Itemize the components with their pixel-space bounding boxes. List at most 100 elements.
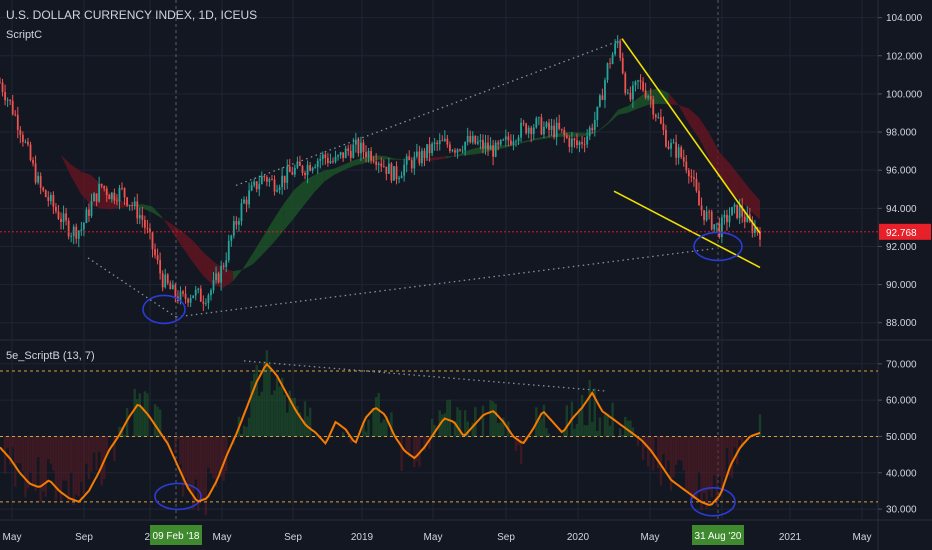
price-candles — [0, 35, 761, 312]
candle-body — [705, 211, 708, 221]
candle-body — [426, 144, 428, 159]
candle-body — [553, 125, 556, 138]
candle-body — [492, 145, 495, 157]
candle-body — [611, 54, 614, 64]
candle-body — [108, 195, 111, 200]
osc-hist-bar — [252, 373, 256, 437]
candle-body — [550, 125, 553, 130]
candle-body — [0, 82, 1, 84]
candle-body — [202, 301, 205, 304]
candle-body — [126, 197, 128, 206]
candle-body — [243, 199, 245, 204]
osc-hist-bar — [542, 404, 546, 437]
osc-hist-bar — [687, 436, 691, 495]
candle-body — [314, 166, 317, 168]
osc-hist-bar — [413, 436, 416, 468]
osc-hist-bar — [247, 417, 251, 437]
candle-body — [474, 135, 477, 144]
candle-body — [27, 141, 29, 145]
osc-hist-bar — [219, 436, 223, 477]
candle-body — [479, 140, 482, 142]
osc-hist-bar — [573, 428, 576, 437]
osc-hist-bar — [565, 405, 569, 437]
ma-band-segment — [60, 154, 71, 177]
candle-body — [232, 221, 235, 236]
osc-hist-bar — [3, 436, 7, 474]
candle-body — [738, 205, 741, 219]
ma-band-segment — [172, 224, 183, 248]
candle-body — [263, 176, 266, 178]
ma-band-segment — [405, 159, 416, 161]
candle-body — [436, 142, 439, 145]
osc-y-tick-label: 40.000 — [886, 468, 917, 479]
ma-band-segment — [222, 268, 234, 288]
candle-body — [746, 214, 749, 222]
candle-body — [271, 179, 273, 181]
candle-body — [583, 143, 586, 145]
osc-hist-bar — [367, 419, 370, 437]
candle-body — [665, 130, 667, 147]
candle-body — [238, 221, 240, 225]
osc-hist-bar — [446, 400, 449, 437]
x-tick-label: May — [3, 532, 22, 543]
osc-hist-bar — [585, 425, 589, 437]
osc-hist-bar — [39, 436, 42, 502]
osc-hist-bar — [293, 397, 297, 437]
y-tick-label: 100.000 — [886, 89, 923, 100]
osc-hist-bar — [308, 407, 312, 437]
osc-y-tick-label: 30.000 — [886, 505, 917, 516]
ma-band-segment — [283, 190, 294, 231]
osc-hist-bar — [692, 436, 696, 500]
candle-body — [149, 228, 151, 233]
candle-body — [258, 184, 261, 190]
osc-hist-bar — [166, 436, 169, 446]
candle-body — [647, 96, 650, 98]
osc-hist-bar — [364, 431, 368, 437]
candle-body — [316, 160, 319, 167]
osc-hist-bar — [349, 436, 352, 444]
osc-hist-bar — [545, 428, 548, 437]
oscillator-pane[interactable] — [0, 350, 878, 517]
price-pane[interactable] — [0, 35, 878, 325]
wedge-upper-line — [621, 38, 761, 234]
osc-hist-bar — [667, 436, 670, 461]
candle-body — [718, 223, 721, 237]
candle-body — [151, 232, 154, 250]
candle-body — [77, 230, 80, 239]
candle-body — [489, 145, 492, 150]
oscillator-line — [0, 362, 761, 506]
osc-hist-bar — [240, 434, 243, 437]
osc-hist-bar — [113, 436, 116, 462]
x-tick-label: 2019 — [351, 532, 374, 543]
candle-body — [578, 142, 581, 145]
candle-body — [339, 152, 342, 156]
candle-body — [736, 204, 739, 219]
candle-body — [136, 201, 139, 219]
candle-body — [187, 298, 189, 303]
candle-body — [324, 154, 327, 159]
candle-body — [616, 40, 619, 44]
osc-hist-bar — [583, 425, 586, 437]
osc-hist-bar — [499, 422, 502, 437]
osc-hist-bar — [695, 436, 698, 499]
osc-hist-bar — [288, 390, 291, 437]
osc-hist-bar — [64, 436, 68, 481]
osc-hist-bar — [428, 436, 431, 449]
osc-hist-bar — [47, 436, 50, 460]
x-tick-label: May — [213, 532, 232, 543]
candle-body — [131, 205, 134, 207]
osc-hist-bar — [624, 416, 627, 437]
candle-body — [484, 142, 487, 149]
candle-body — [593, 119, 596, 131]
osc-hist-bar — [682, 436, 685, 471]
osc-hist-bar — [758, 414, 762, 437]
candle-body — [698, 190, 700, 206]
osc-hist-bar — [697, 436, 701, 473]
ma-band-segment — [577, 132, 588, 137]
candle-body — [731, 207, 733, 216]
osc-hist-bar — [608, 425, 612, 437]
candle-body — [581, 142, 583, 144]
current-price-label: 92.768 — [886, 228, 917, 239]
osc-hist-bar — [456, 407, 459, 437]
